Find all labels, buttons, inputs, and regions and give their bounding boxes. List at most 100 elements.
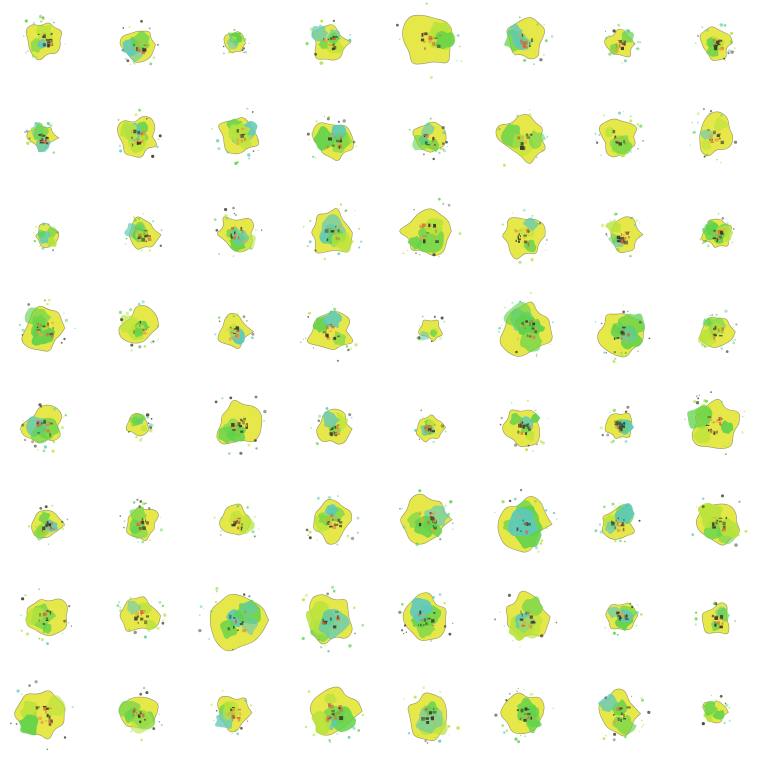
sample-cell (672, 288, 768, 384)
sample-blob (20, 403, 67, 453)
sample-cell (384, 576, 480, 672)
sample-blob (594, 111, 645, 158)
sample-cell (96, 672, 192, 768)
sample-cell (576, 384, 672, 480)
sample-cell (384, 672, 480, 768)
sample-blob (499, 399, 549, 453)
sample-cell (672, 192, 768, 288)
sample-cell (576, 480, 672, 576)
sample-blob (299, 303, 358, 362)
sample-blob (399, 489, 454, 546)
sample-cell (480, 480, 576, 576)
sample-blob (498, 292, 554, 357)
sample-blob (302, 203, 363, 261)
sample-cell (480, 192, 576, 288)
sample-blob (23, 121, 60, 154)
sample-blob (18, 298, 76, 352)
sample-cell (576, 672, 672, 768)
sample-blob (594, 502, 641, 543)
sample-blob (305, 19, 352, 65)
sample-blob (604, 23, 642, 64)
sample-blob (211, 107, 260, 165)
sample-cell (288, 384, 384, 480)
sample-blob (600, 212, 644, 258)
sample-blob (125, 412, 154, 442)
sample-cell (480, 96, 576, 192)
sample-blob (494, 590, 558, 648)
sample-blob (306, 115, 358, 161)
sample-cell (384, 288, 480, 384)
sample-blob (118, 686, 163, 742)
sample-cell (96, 576, 192, 672)
sample-cell (192, 288, 288, 384)
sample-cell (0, 384, 96, 480)
sample-cell (0, 96, 96, 192)
sample-cell (672, 576, 768, 672)
sample-cell (384, 384, 480, 480)
sample-blob (699, 213, 735, 249)
sample-blob (119, 19, 159, 66)
sample-cell (96, 288, 192, 384)
sample-cell (288, 480, 384, 576)
sample-blob (684, 391, 746, 456)
sample-blob (694, 600, 736, 635)
sample-blob (396, 2, 463, 79)
sample-blob (119, 498, 163, 544)
sample-blob (210, 690, 257, 737)
sample-blob (116, 596, 167, 639)
sample-cell (480, 0, 576, 96)
sample-cell (576, 96, 672, 192)
sample-cell (288, 672, 384, 768)
sample-cell (288, 576, 384, 672)
sample-cell (672, 672, 768, 768)
sample-blob (691, 494, 748, 547)
sample-blob (20, 588, 73, 646)
sample-cell (480, 672, 576, 768)
sample-cell (576, 576, 672, 672)
sample-blob (494, 687, 555, 744)
sample-cell (192, 480, 288, 576)
sample-blob (198, 587, 270, 652)
sample-cell (384, 480, 480, 576)
sample-cell (96, 480, 192, 576)
sample-blob (399, 197, 462, 258)
sample-blob (118, 300, 159, 352)
sample-blob (398, 592, 454, 642)
sample-blob (10, 680, 74, 751)
sample-blob (416, 315, 446, 343)
sample-cell (480, 384, 576, 480)
sample-blob (117, 108, 162, 158)
sample-cell (96, 96, 192, 192)
sample-blob (697, 309, 738, 353)
sample-cell (480, 576, 576, 672)
sample-blob (124, 213, 163, 252)
sample-cell (192, 576, 288, 672)
sample-blob (305, 495, 360, 546)
sample-cell (288, 0, 384, 96)
sample-cell (96, 384, 192, 480)
sample-blob (33, 222, 60, 251)
sample-blob (414, 409, 447, 444)
sample-blob (599, 405, 635, 444)
sample-cell (0, 288, 96, 384)
sample-cell (192, 384, 288, 480)
sample-blob (213, 503, 260, 538)
sample-cell (576, 0, 672, 96)
sample-blob (403, 686, 460, 744)
sample-blob (222, 28, 250, 55)
sample-blob (214, 312, 255, 349)
sample-cell (0, 192, 96, 288)
sample-cell (672, 96, 768, 192)
sample-blob (504, 16, 554, 65)
sample-cell (672, 0, 768, 96)
sample-cell (384, 192, 480, 288)
sample-cell (192, 192, 288, 288)
sample-cell (384, 0, 480, 96)
sample-blob (598, 688, 651, 742)
sample-cell (672, 384, 768, 480)
sample-blob (304, 686, 364, 744)
sample-blob (301, 585, 365, 653)
sample-cell (672, 480, 768, 576)
sample-cell (576, 288, 672, 384)
